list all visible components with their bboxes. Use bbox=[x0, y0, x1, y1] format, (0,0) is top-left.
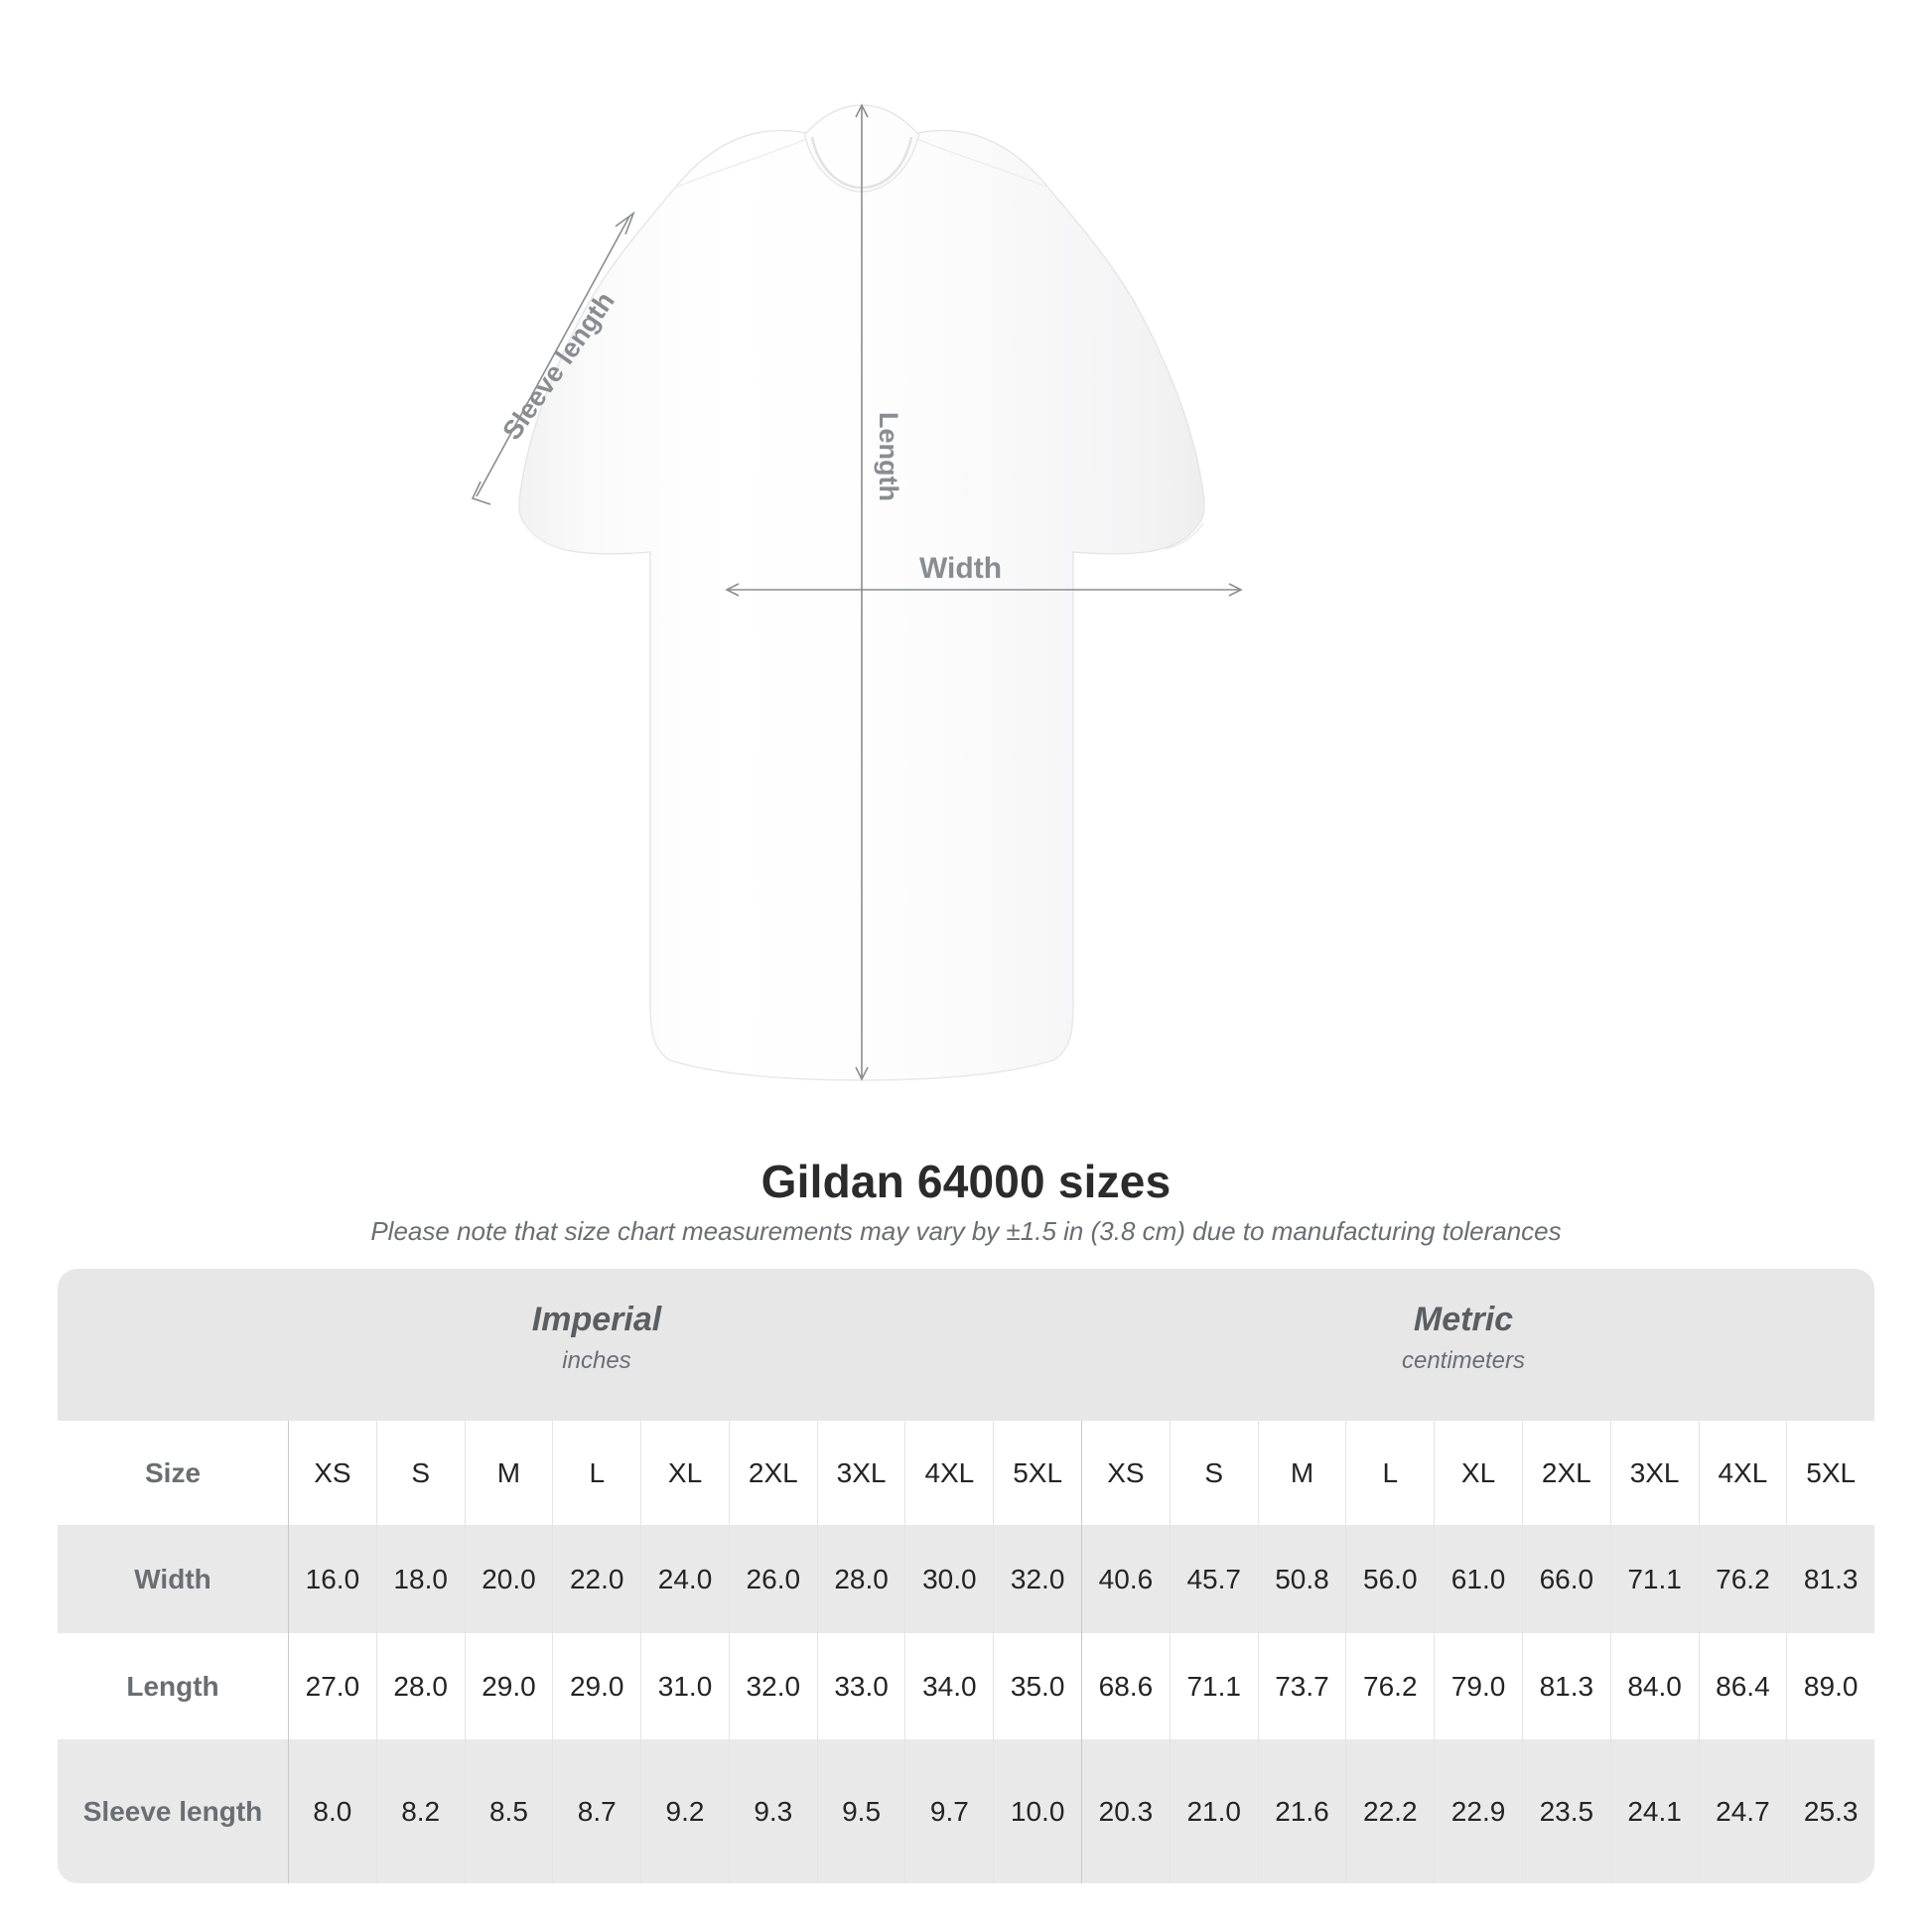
svg-text:Width: Width bbox=[919, 552, 1002, 585]
svg-text:Length: Length bbox=[874, 412, 903, 501]
